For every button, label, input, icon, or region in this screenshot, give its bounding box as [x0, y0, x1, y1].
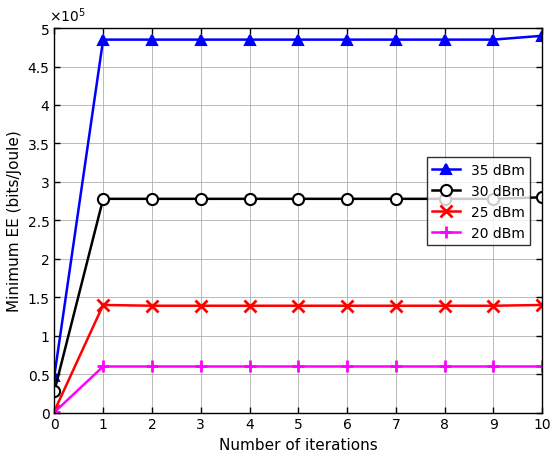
Y-axis label: Minimum EE (bits/Joule): Minimum EE (bits/Joule)	[7, 130, 22, 312]
35 dBm	[100, 38, 107, 43]
20 dBm	[148, 364, 155, 369]
X-axis label: Number of iterations: Number of iterations	[219, 437, 378, 452]
20 dBm	[539, 364, 546, 369]
25 dBm	[344, 303, 350, 309]
Line: 25 dBm: 25 dBm	[49, 300, 548, 417]
25 dBm	[198, 303, 204, 309]
35 dBm	[51, 373, 57, 379]
30 dBm	[490, 196, 497, 202]
20 dBm	[441, 364, 448, 369]
35 dBm	[539, 34, 546, 39]
30 dBm	[441, 196, 448, 202]
30 dBm	[100, 196, 107, 202]
20 dBm	[295, 364, 302, 369]
20 dBm	[198, 364, 204, 369]
35 dBm	[198, 38, 204, 43]
25 dBm	[295, 303, 302, 309]
30 dBm	[295, 196, 302, 202]
20 dBm	[246, 364, 253, 369]
35 dBm	[441, 38, 448, 43]
30 dBm	[392, 196, 399, 202]
20 dBm	[51, 409, 57, 415]
35 dBm	[490, 38, 497, 43]
25 dBm	[100, 302, 107, 308]
Line: 35 dBm: 35 dBm	[50, 32, 547, 381]
30 dBm	[148, 196, 155, 202]
Text: $\times10^5$: $\times10^5$	[50, 6, 86, 25]
25 dBm	[539, 302, 546, 308]
25 dBm	[148, 303, 155, 309]
30 dBm	[539, 195, 546, 201]
20 dBm	[344, 364, 350, 369]
20 dBm	[490, 364, 497, 369]
35 dBm	[246, 38, 253, 43]
20 dBm	[100, 364, 107, 369]
30 dBm	[344, 196, 350, 202]
35 dBm	[344, 38, 350, 43]
Line: 30 dBm: 30 dBm	[49, 192, 548, 397]
Line: 20 dBm: 20 dBm	[49, 361, 548, 418]
25 dBm	[392, 303, 399, 309]
35 dBm	[295, 38, 302, 43]
Legend: 35 dBm, 30 dBm, 25 dBm, 20 dBm: 35 dBm, 30 dBm, 25 dBm, 20 dBm	[426, 158, 531, 246]
30 dBm	[246, 196, 253, 202]
30 dBm	[198, 196, 204, 202]
20 dBm	[392, 364, 399, 369]
25 dBm	[490, 303, 497, 309]
30 dBm	[51, 388, 57, 394]
35 dBm	[392, 38, 399, 43]
25 dBm	[51, 409, 57, 414]
35 dBm	[148, 38, 155, 43]
25 dBm	[246, 303, 253, 309]
25 dBm	[441, 303, 448, 309]
